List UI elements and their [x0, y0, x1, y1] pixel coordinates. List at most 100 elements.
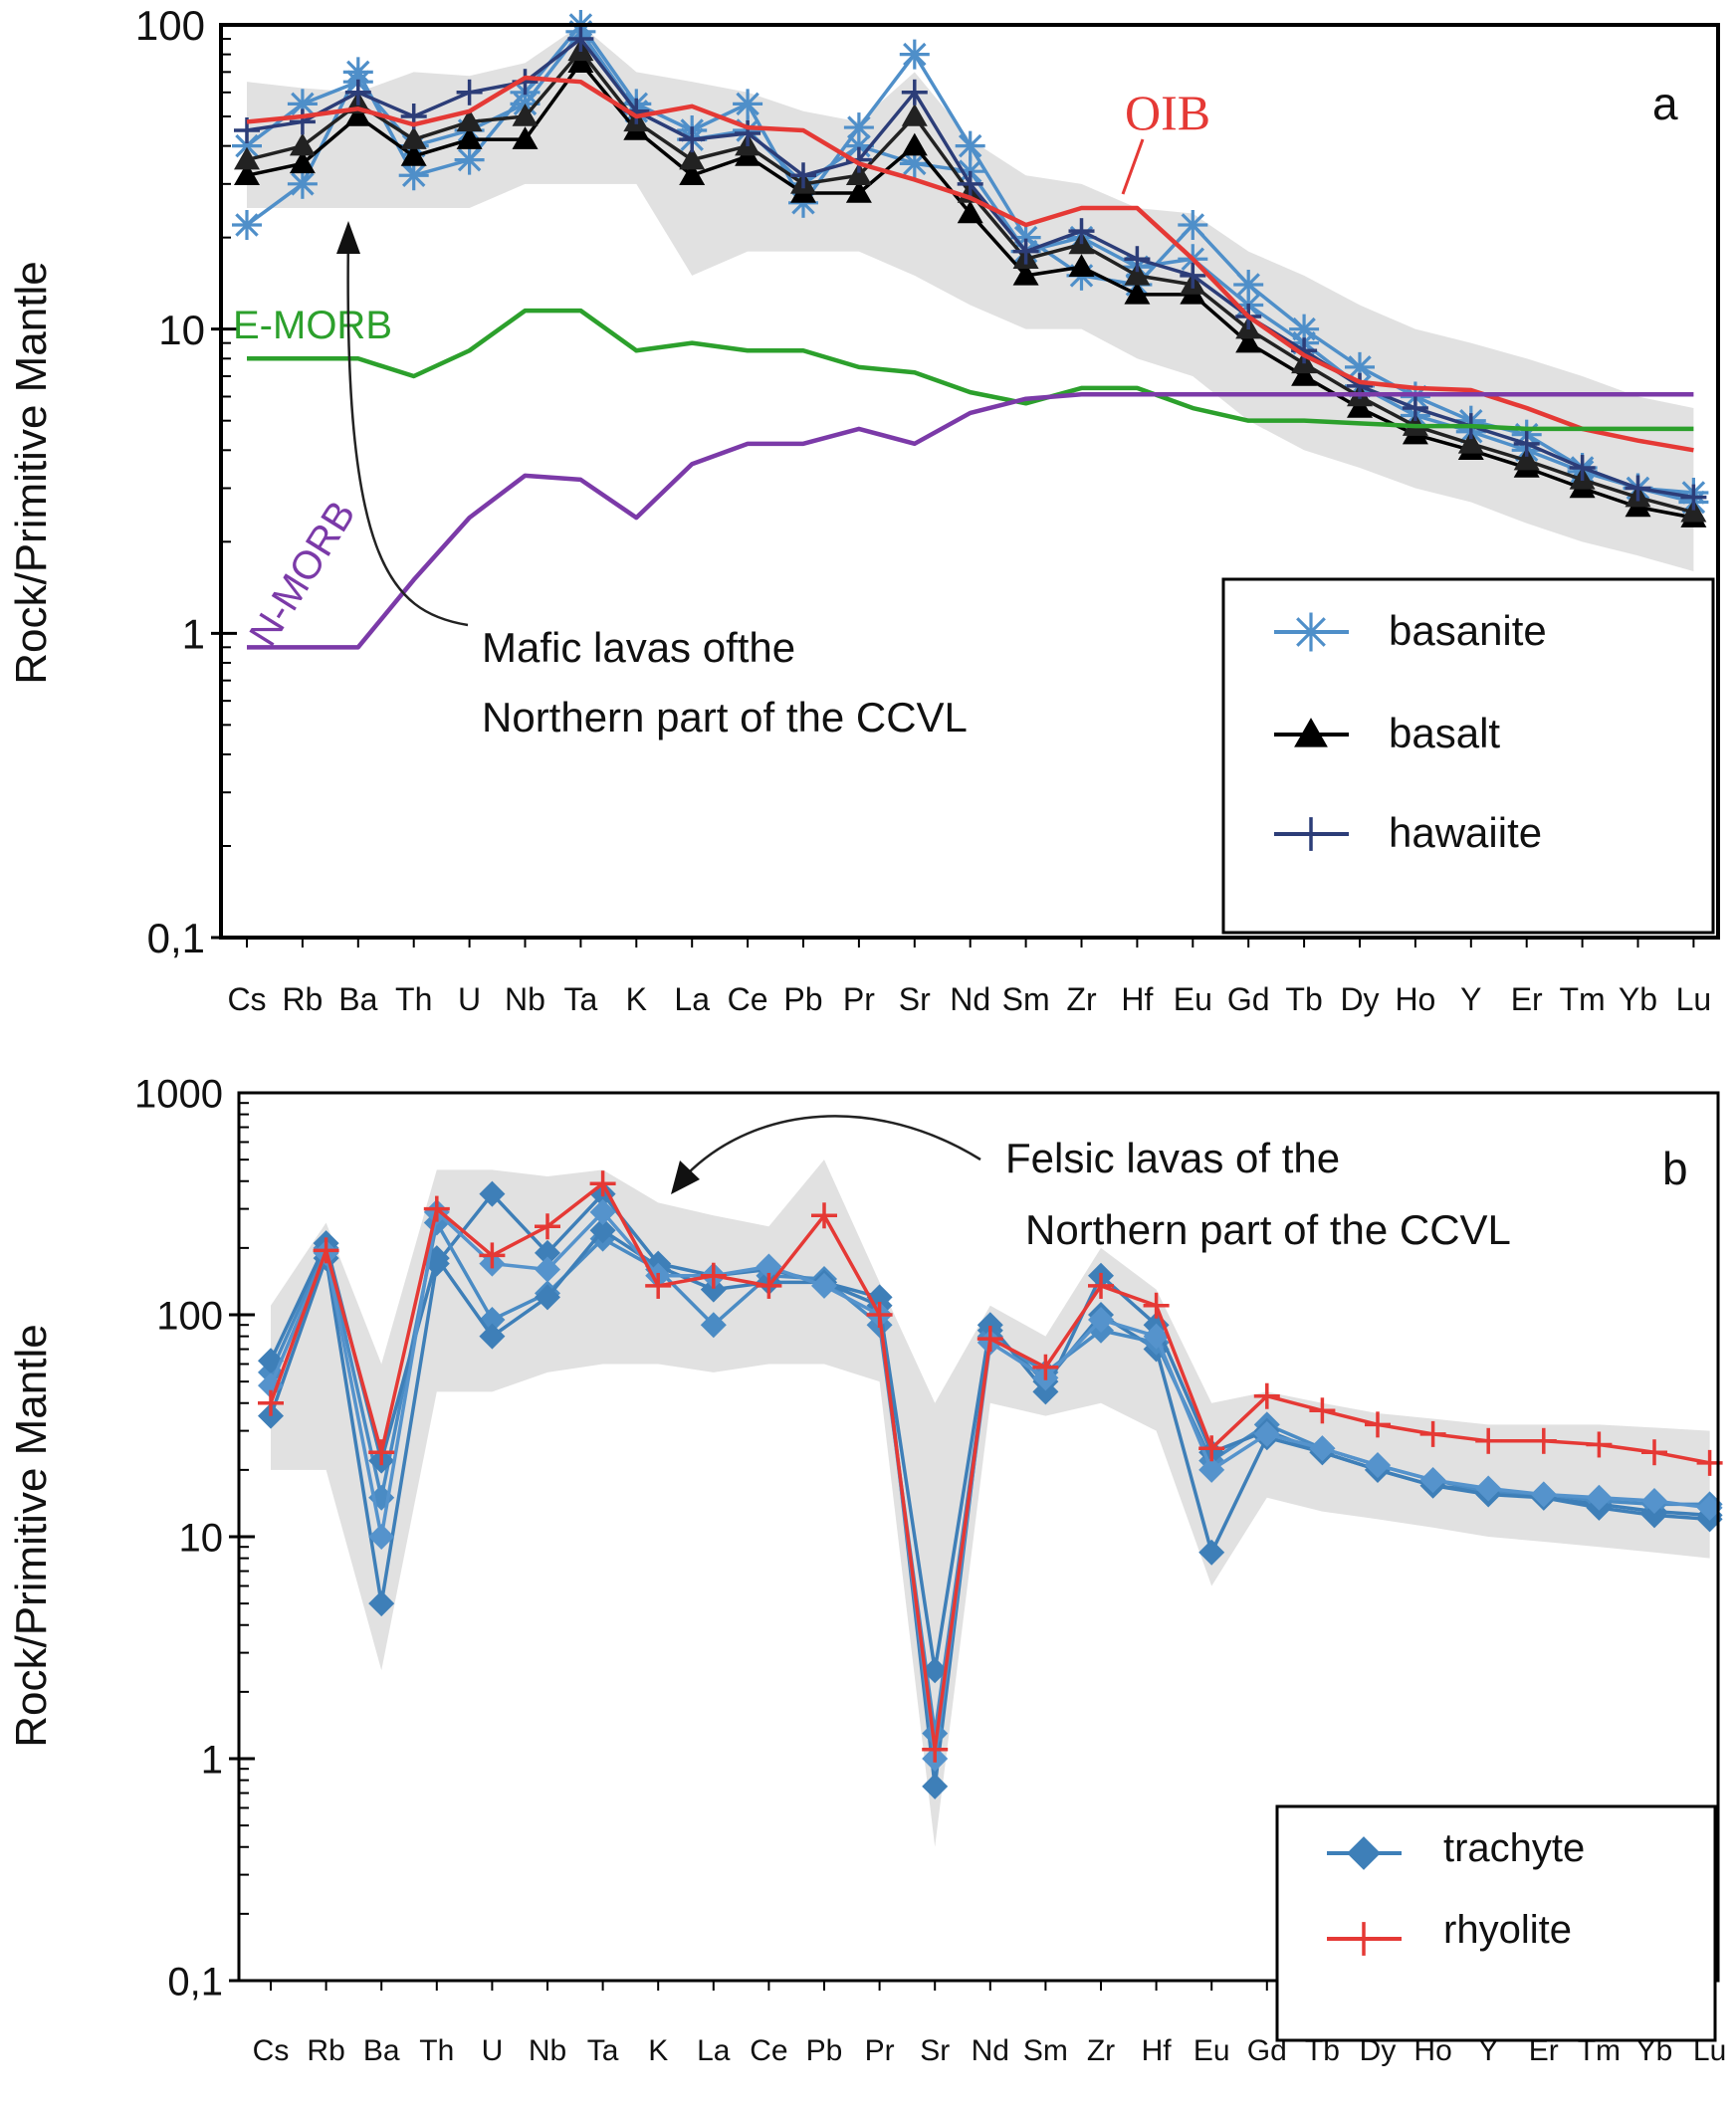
panel-b: 0,1 1 10 100 1000 Cs Rb Ba Th U Nb Ta K La Ce Pb Pr Sr Nd… [7, 1072, 1726, 2067]
data-point [1198, 1435, 1225, 1462]
data-point [845, 179, 872, 203]
y-axis-label-a: Rock/Primitive Mantle [7, 261, 56, 684]
data-point [1569, 455, 1596, 482]
x-tick-label: Y [1460, 981, 1481, 1017]
series-N-MORB [247, 392, 1694, 650]
x-tick-label: Ce [750, 2034, 787, 2067]
series-OIB [246, 75, 1694, 453]
x-tick-label: U [458, 981, 481, 1017]
data-point [589, 1198, 616, 1225]
envelope-b [271, 1160, 1710, 1847]
x-tick-label: Th [419, 2034, 454, 2067]
data-point [700, 1312, 727, 1339]
x-tick-label: Nd [972, 2034, 1009, 2067]
data-point [866, 1302, 893, 1328]
x-tick-label: Gd [1227, 981, 1270, 1017]
data-point [957, 170, 983, 197]
data-point [1291, 363, 1318, 386]
data-point [1235, 329, 1262, 353]
data-point [479, 1180, 506, 1207]
data-point [811, 1272, 837, 1299]
data-point [456, 79, 483, 106]
data-point [922, 1736, 949, 1763]
data-point [456, 126, 483, 149]
data-point [535, 1256, 560, 1283]
data-point [790, 162, 816, 189]
data-point [901, 79, 928, 106]
data-point [1309, 1435, 1336, 1462]
data-point [289, 132, 316, 156]
envelope-a [247, 25, 1694, 571]
x-tick-label: Pb [783, 981, 822, 1017]
data-point [232, 209, 262, 240]
x-tick-label: La [674, 981, 710, 1017]
data-point [234, 146, 260, 170]
series-line-OIB [246, 75, 1694, 453]
data-point [1124, 281, 1151, 305]
data-point [901, 132, 928, 156]
data-point [1696, 1494, 1723, 1521]
x-tick-label: Sr [899, 981, 931, 1017]
annotation-oib-leader [1121, 138, 1145, 195]
legend-entry-hawaiite: hawaiite [1274, 809, 1542, 856]
x-tick-label: Nb [505, 981, 545, 1017]
data-point [479, 1323, 506, 1350]
data-point [1625, 475, 1651, 502]
x-tick-label: Rb [282, 981, 323, 1017]
data-point [258, 1389, 284, 1416]
legend-b: trachyte rhyolite [1275, 1804, 1717, 2042]
x-tick-label: Ta [564, 981, 598, 1017]
data-point [479, 1242, 506, 1269]
data-point [1088, 1272, 1114, 1299]
data-point [1198, 1539, 1225, 1566]
y-tick-label: 1 [182, 610, 205, 657]
legend-box-b [1275, 1804, 1717, 2042]
plot-frame-a [219, 23, 1720, 940]
data-point [512, 104, 539, 126]
x-tick-label: Nd [950, 981, 990, 1017]
annotation-mafic-line2: Northern part of the CCVL [482, 694, 968, 740]
data-point [1680, 484, 1707, 511]
data-point [976, 1326, 1003, 1353]
x-tick-label: Eu [1174, 981, 1212, 1017]
data-point [1402, 395, 1428, 422]
data-point [1253, 1382, 1280, 1409]
annotation-n-morb: N-MORB [241, 494, 363, 654]
x-tick-label: Pr [865, 2034, 895, 2067]
annotation-felsic-line1: Felsic lavas of the [1005, 1135, 1340, 1181]
panel-label-a: a [1652, 78, 1678, 129]
data-point [1586, 1431, 1613, 1458]
y-tick-label: 1 [201, 1738, 223, 1782]
data-point [1088, 1306, 1114, 1333]
legend-label: basanite [1389, 607, 1547, 654]
data-point [922, 1657, 949, 1684]
x-tick-label: La [697, 2034, 731, 2067]
data-point [313, 1237, 339, 1264]
data-point [922, 1773, 949, 1799]
x-tick-labels-a: Cs Rb Ba Th U Nb Ta K La Ce Pb Pr Sr Nd Sm Zr Hf Eu Gd Tb Dy… [227, 981, 1711, 1017]
data-point [1253, 1420, 1280, 1447]
data-point [1513, 430, 1540, 457]
data-point [368, 1439, 395, 1466]
x-tick-labels-b: Cs Rb Ba Th U Nb Ta K La Ce Pb Pr Sr Nd Sm Zr Hf Eu Gd Tb Dy… [253, 2034, 1727, 2067]
x-tick-label: Tm [1559, 981, 1605, 1017]
plot-frame-b [237, 1091, 1720, 1983]
envelope-area [247, 25, 1694, 571]
data-point [901, 104, 928, 126]
data-point [1032, 1354, 1059, 1380]
x-tick-label: Zr [1087, 2034, 1115, 2067]
data-point [400, 126, 427, 149]
data-point [1680, 499, 1707, 523]
legend-entry-rhyolite: rhyolite [1327, 1908, 1572, 1956]
data-point [756, 1253, 782, 1280]
data-point [1143, 1292, 1170, 1319]
x-tick-label: Ba [363, 2034, 400, 2067]
data-point [1641, 1488, 1667, 1515]
data-point [456, 108, 483, 132]
x-tick-label: Pb [806, 2034, 843, 2067]
data-point [811, 1202, 837, 1229]
x-tick-label: Dy [1340, 981, 1379, 1017]
data-point [1143, 1323, 1170, 1350]
x-tick-label: K [648, 2034, 668, 2067]
data-point [289, 108, 316, 135]
